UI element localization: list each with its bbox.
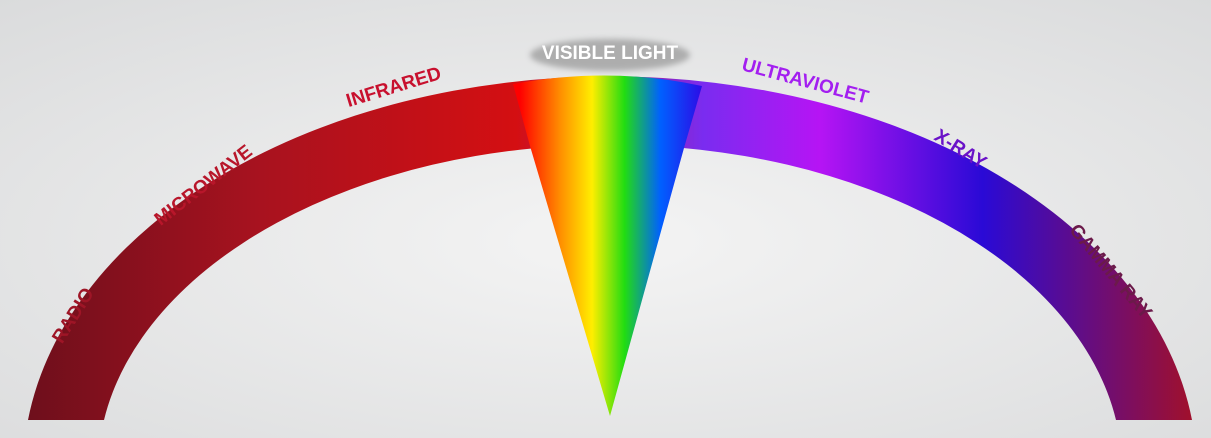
page: RADIO MICROWAVE INFRARED VISIBLE LIGHT U… [0, 0, 1211, 438]
spectrum-diagram: RADIO MICROWAVE INFRARED VISIBLE LIGHT U… [0, 0, 1211, 438]
band-label: VISIBLE LIGHT [542, 43, 679, 64]
